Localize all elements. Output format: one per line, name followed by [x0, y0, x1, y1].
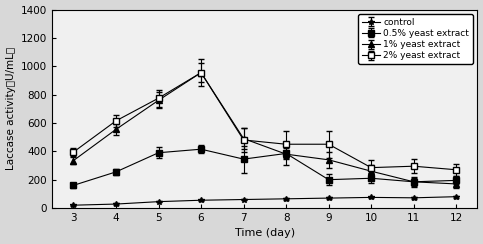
X-axis label: Time (day): Time (day) — [235, 228, 295, 238]
Legend: control, 0.5% yeast extract, 1% yeast extract, 2% yeast extract: control, 0.5% yeast extract, 1% yeast ex… — [358, 14, 473, 64]
Y-axis label: Laccase activity（U/mL）: Laccase activity（U/mL） — [6, 47, 15, 170]
